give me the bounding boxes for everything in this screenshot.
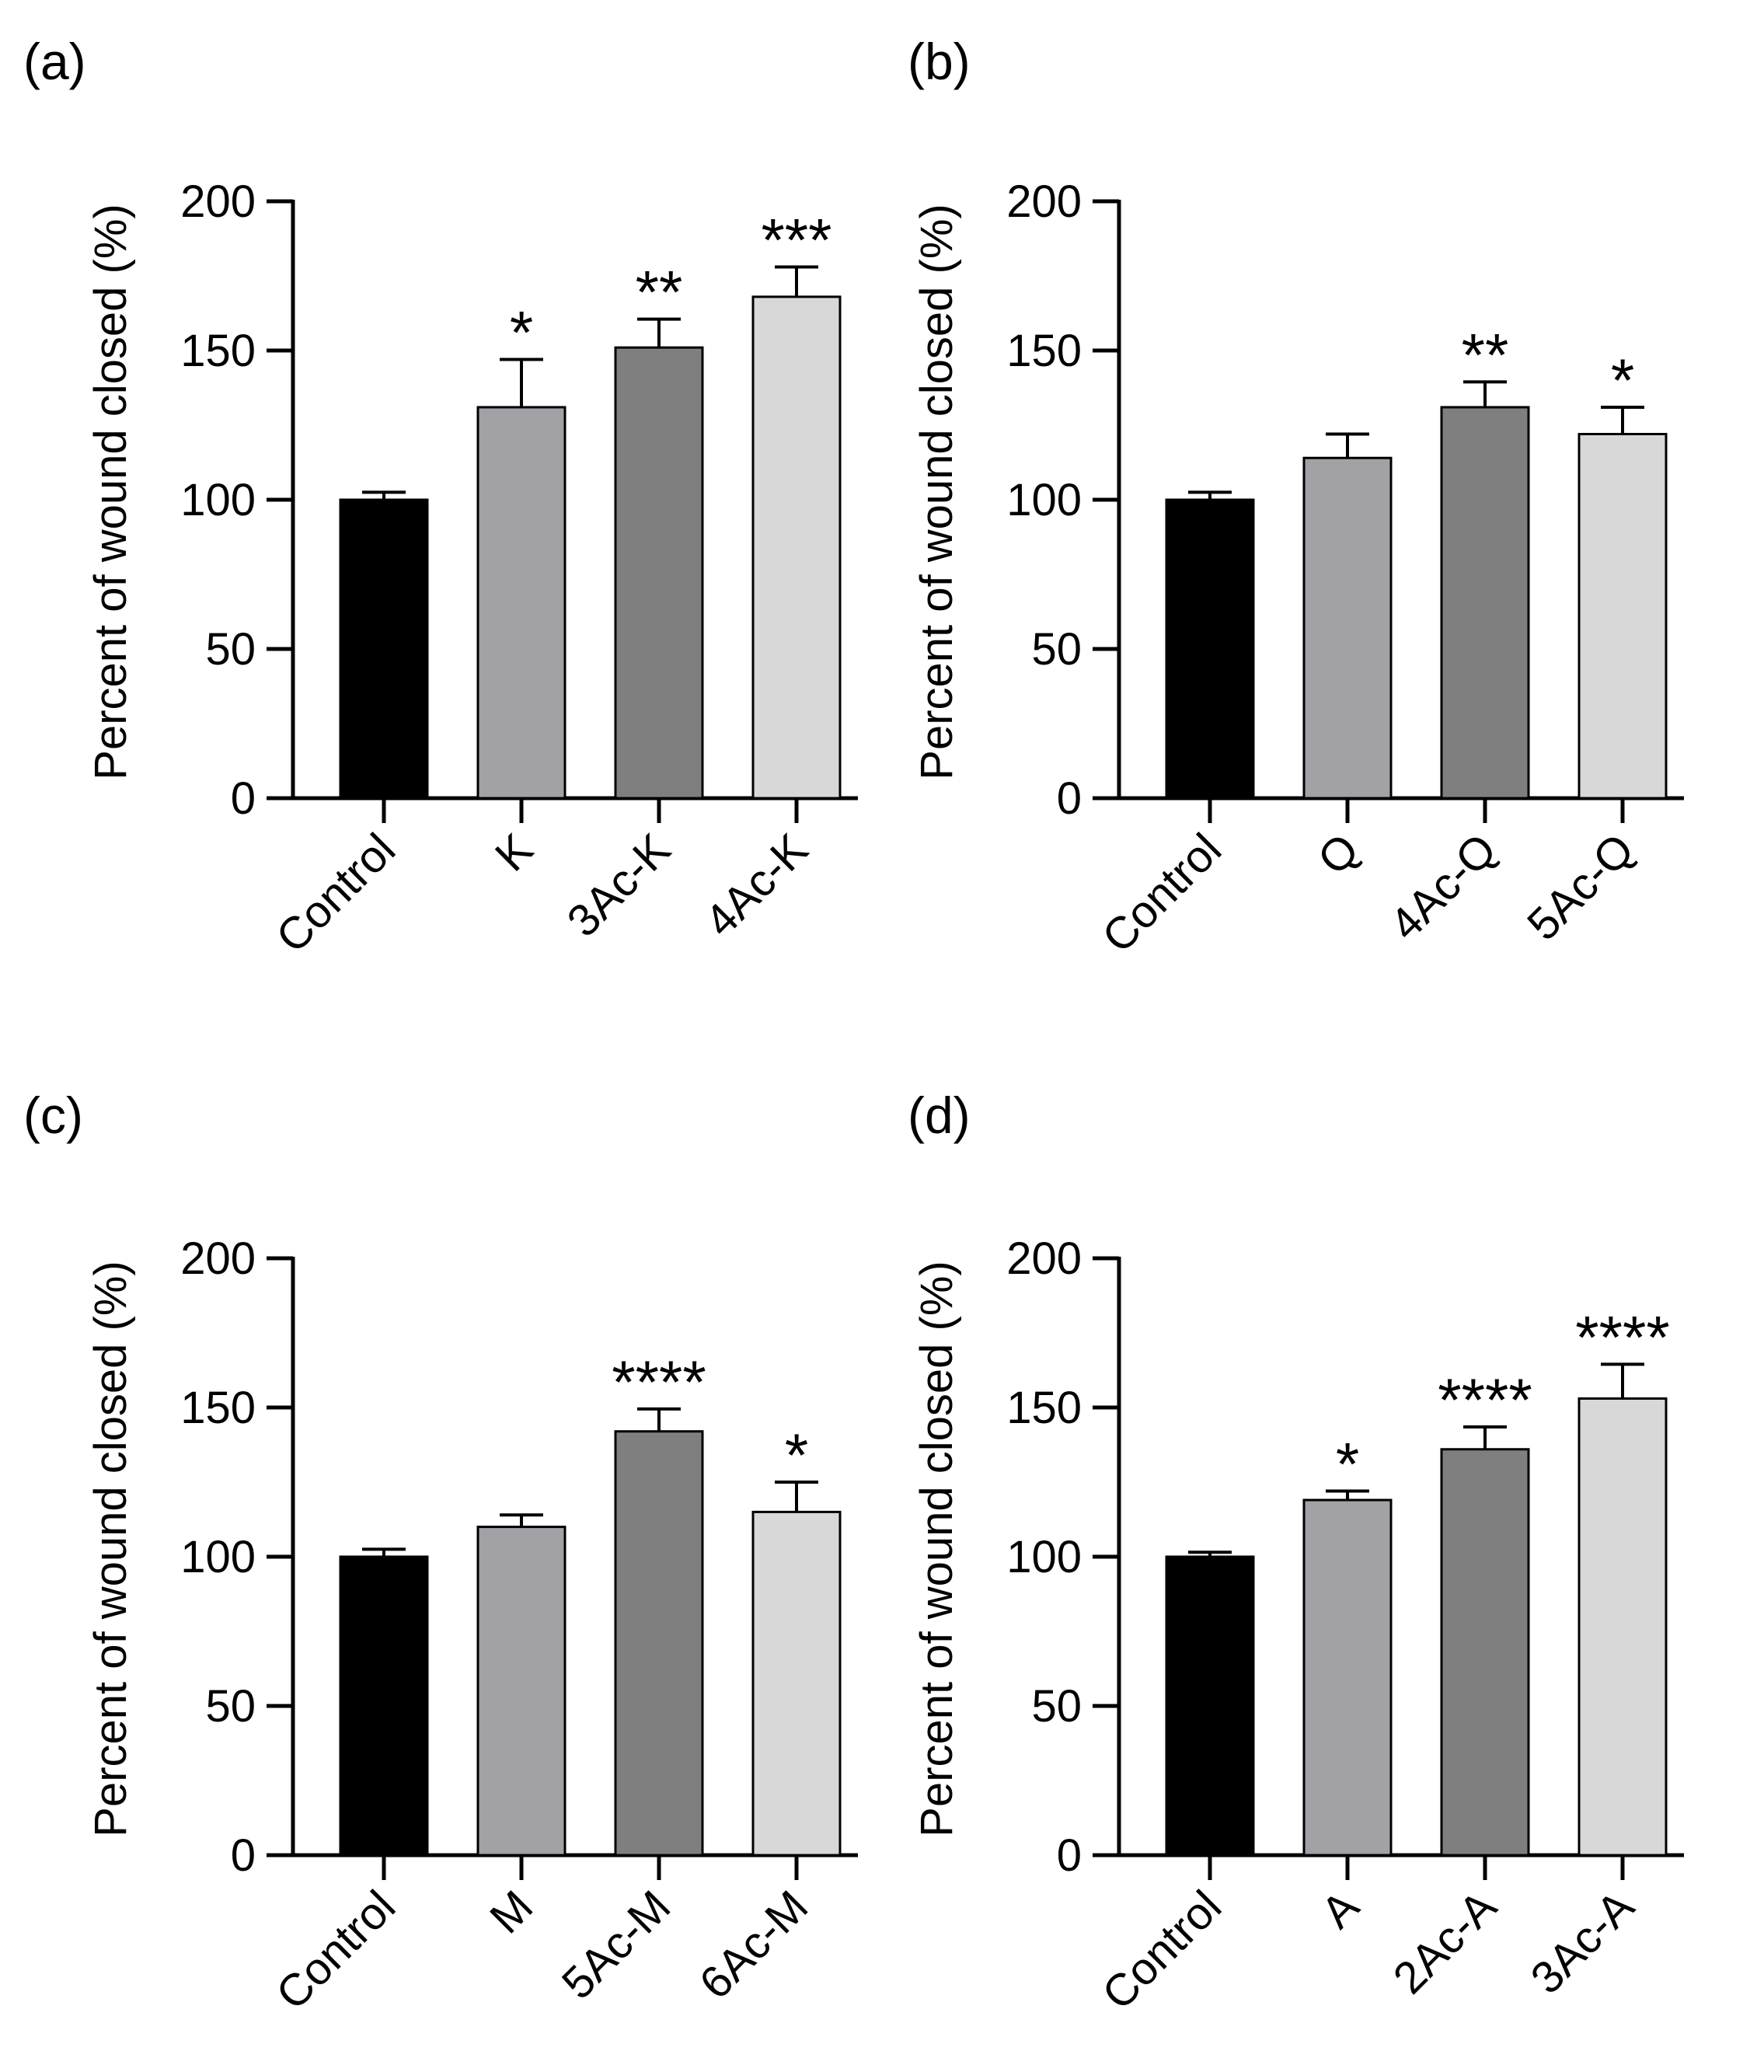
y-tick-label: 0 <box>231 773 256 824</box>
x-tick-label: K <box>486 824 543 881</box>
significance-label: **** <box>612 1348 706 1416</box>
panel-label: (d) <box>908 1087 971 1144</box>
y-axis-title: Percent of wound closed (%) <box>912 1261 962 1837</box>
x-tick-label: A <box>1312 1881 1369 1938</box>
y-tick-label: 100 <box>1006 1532 1082 1582</box>
bar <box>1165 498 1255 800</box>
significance-label: * <box>1336 1430 1359 1498</box>
significance-label: * <box>1611 346 1634 414</box>
y-tick-label: 200 <box>1006 176 1082 227</box>
y-tick-label: 200 <box>1006 1233 1082 1284</box>
panel-label: (a) <box>23 33 86 90</box>
y-tick-label: 50 <box>1031 1681 1082 1732</box>
bar <box>1165 1555 1255 1857</box>
significance-label: * <box>510 298 533 367</box>
y-tick-label: 0 <box>1057 1830 1082 1881</box>
bar <box>614 346 704 800</box>
y-tick-label: 50 <box>205 624 256 675</box>
bar <box>1302 456 1393 800</box>
x-tick-label: 4Ac-K <box>695 824 818 947</box>
x-tick-label: 5Ac-Q <box>1518 824 1644 950</box>
bar <box>751 295 842 800</box>
y-tick-label: 200 <box>180 1233 256 1284</box>
bar <box>339 498 429 800</box>
bar <box>1577 1397 1668 1857</box>
bar <box>614 1430 704 1857</box>
x-tick-label: Control <box>267 824 405 962</box>
x-tick-label: M <box>480 1881 542 1943</box>
x-tick-label: 6Ac-M <box>690 1881 818 2008</box>
bar <box>476 1526 567 1857</box>
x-tick-label: 3Ac-A <box>1522 1881 1644 2004</box>
significance-label: ** <box>636 258 683 326</box>
y-axis-title: Percent of wound closed (%) <box>85 1261 136 1837</box>
y-tick-label: 100 <box>180 475 256 525</box>
x-tick-label: 5Ac-M <box>553 1881 680 2008</box>
y-axis-title: Percent of wound closed (%) <box>912 204 962 780</box>
bar <box>339 1555 429 1857</box>
y-tick-label: 50 <box>1031 624 1082 675</box>
significance-label: *** <box>761 205 831 274</box>
x-tick-label: 3Ac-K <box>558 824 681 947</box>
bar <box>476 406 567 800</box>
panel-b: (b) Percent of wound closed (%) 0 50 100 150 2… <box>908 33 1684 962</box>
x-tick-label: Control <box>267 1881 405 2019</box>
bar <box>1302 1498 1393 1857</box>
bar <box>1440 1448 1530 1857</box>
y-tick-label: 100 <box>180 1532 256 1582</box>
panel-d: (d) Percent of wound closed (%) 0 50 100 150 2… <box>908 1087 1684 2019</box>
y-tick-label: 0 <box>231 1830 256 1881</box>
significance-label: **** <box>1575 1303 1669 1371</box>
x-tick-label: 2Ac-A <box>1384 1881 1507 2004</box>
panel-c: (c) Percent of wound closed (%) 0 50 100 150 2… <box>23 1087 858 2019</box>
x-tick-label: Control <box>1093 1881 1231 2019</box>
panel-label: (b) <box>908 33 971 90</box>
bar <box>1440 406 1530 800</box>
y-tick-label: 100 <box>1006 475 1082 525</box>
bar <box>1577 433 1668 800</box>
panel-label: (c) <box>23 1087 83 1144</box>
y-tick-label: 150 <box>1006 1383 1082 1433</box>
y-tick-label: 150 <box>1006 326 1082 376</box>
y-axis-title: Percent of wound closed (%) <box>85 204 136 780</box>
panel-a: (a) Percent of wound closed (%) 0 50 100 150 2… <box>23 33 858 962</box>
y-tick-label: 0 <box>1057 773 1082 824</box>
significance-label: ** <box>1462 320 1509 389</box>
x-tick-label: Control <box>1093 824 1231 962</box>
y-tick-label: 50 <box>205 1681 256 1732</box>
y-tick-label: 200 <box>180 176 256 227</box>
x-tick-label: 4Ac-Q <box>1380 824 1506 950</box>
significance-label: * <box>785 1421 808 1489</box>
y-tick-label: 150 <box>180 326 256 376</box>
x-tick-label: Q <box>1308 824 1368 884</box>
significance-label: **** <box>1438 1366 1532 1434</box>
bar <box>751 1510 842 1857</box>
y-tick-label: 150 <box>180 1383 256 1433</box>
